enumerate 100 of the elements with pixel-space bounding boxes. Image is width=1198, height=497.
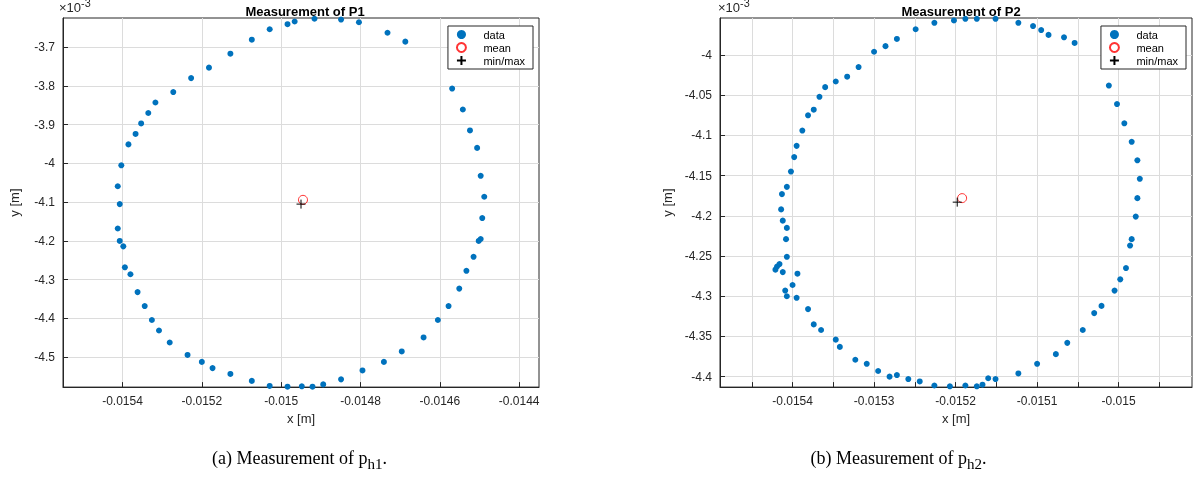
point	[477, 172, 484, 179]
point	[474, 144, 481, 151]
point	[298, 383, 305, 390]
chart-title: Measurement of P1	[245, 4, 365, 19]
point	[227, 370, 234, 377]
chart-title: Measurement of P2	[901, 4, 1021, 19]
x-tick-label: -0.0151	[1016, 394, 1058, 409]
point	[434, 317, 441, 324]
y-tick-label: -4.3	[691, 289, 713, 304]
point	[120, 243, 127, 250]
point	[463, 267, 470, 274]
x-axis-title: x [m]	[286, 411, 316, 426]
point	[248, 377, 255, 384]
y-axis-title: y [m]	[659, 188, 675, 217]
point	[118, 162, 125, 169]
point	[355, 19, 362, 26]
point	[138, 120, 145, 127]
point	[170, 89, 177, 96]
point	[338, 16, 345, 23]
point	[479, 215, 486, 222]
y-tick-label: -4.4	[34, 311, 56, 326]
point	[248, 36, 255, 43]
legend-label: mean	[483, 41, 511, 54]
point	[309, 383, 316, 390]
legend-label: min/max	[483, 54, 526, 67]
point	[188, 75, 195, 82]
y-tick-label: -4.5	[34, 350, 56, 365]
point	[145, 109, 152, 116]
x-tick-label: -0.0144	[498, 394, 540, 409]
x-tick-label: -0.0152	[181, 394, 223, 409]
x-tick-label: -0.0152	[935, 394, 977, 409]
y-tick-label: -3.9	[34, 117, 56, 132]
point	[481, 193, 488, 200]
point	[284, 383, 291, 390]
point	[134, 289, 141, 296]
point	[148, 317, 155, 324]
y-tick-label: -4.2	[691, 208, 713, 223]
point	[466, 127, 473, 134]
point	[152, 99, 159, 106]
x-tick-label: -0.0154	[102, 394, 144, 409]
point	[456, 285, 463, 292]
point	[266, 26, 273, 33]
point	[470, 253, 477, 260]
y-tick-label: -4.15	[684, 168, 713, 183]
text: (a) Measurement of p$_{h1}$.	[211, 448, 388, 473]
point	[449, 85, 456, 92]
x-tick-label: -0.015	[264, 394, 299, 409]
point	[445, 303, 452, 310]
point	[398, 348, 405, 355]
text: ×10$^{-3}$	[59, 0, 91, 16]
y-tick-label: -4.35	[684, 329, 713, 344]
point	[296, 199, 306, 210]
point	[338, 376, 345, 383]
point	[266, 382, 273, 389]
point	[127, 271, 134, 278]
text: ×10$^{-3}$	[718, 0, 750, 16]
point	[166, 339, 173, 346]
y-tick-label: -4.1	[34, 195, 56, 210]
x-tick-label: -0.0146	[419, 394, 461, 409]
point	[320, 381, 327, 388]
text: (b) Measurement of p$_{h2}$.	[809, 448, 988, 473]
x-tick-label: -0.015	[1101, 394, 1136, 409]
x-axis-title: x [m]	[941, 411, 971, 426]
y-tick-label: -4.05	[684, 88, 713, 103]
legend-label: mean	[1136, 41, 1164, 54]
y-tick-label: -3.8	[34, 78, 56, 93]
y-tick-label: -4.2	[34, 233, 56, 248]
y-tick-label: -3.7	[34, 40, 56, 55]
point	[459, 106, 466, 113]
x-tick-label: -0.0148	[340, 394, 382, 409]
point	[116, 201, 123, 208]
point	[359, 367, 366, 374]
point	[297, 194, 308, 205]
point	[384, 29, 391, 36]
y-tick-label: -4.1	[691, 128, 713, 143]
point	[209, 365, 216, 372]
y-tick-label: -4.3	[34, 272, 56, 287]
legend-label: data	[1136, 28, 1159, 41]
point	[156, 327, 162, 334]
y-tick-label: -4	[44, 156, 56, 171]
y-tick-label: -4.25	[684, 249, 713, 264]
legend-label: min/max	[1136, 54, 1179, 67]
point	[380, 358, 387, 365]
point	[227, 50, 234, 57]
x-tick-label: -0.0153	[853, 394, 895, 409]
point	[116, 237, 123, 244]
point	[198, 358, 205, 365]
point	[132, 130, 139, 137]
point	[114, 183, 121, 190]
point	[125, 141, 132, 148]
point	[284, 21, 291, 28]
legend-label: data	[483, 28, 506, 41]
y-axis-title: y [m]	[7, 188, 22, 217]
point	[141, 303, 148, 310]
y-tick-label: -4	[701, 47, 713, 62]
y-tick-label: -4.4	[691, 369, 713, 384]
point	[121, 264, 128, 271]
x-tick-label: -0.0154	[772, 394, 814, 409]
point	[184, 351, 191, 358]
point	[402, 38, 409, 45]
